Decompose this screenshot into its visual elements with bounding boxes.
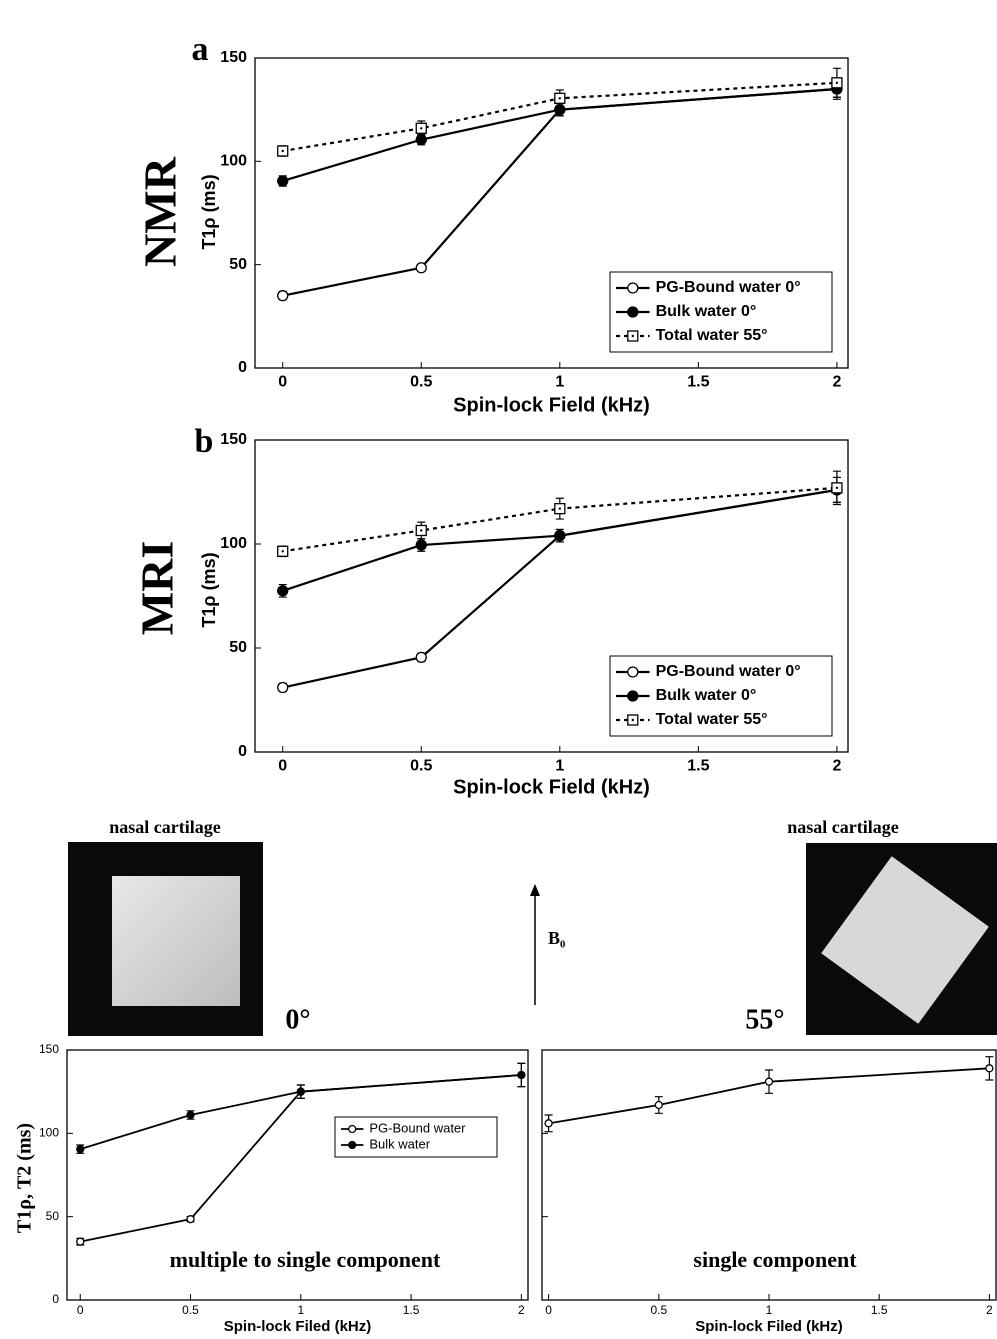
- y-tick-label: 100: [220, 535, 247, 552]
- y-tick-label: 50: [46, 1209, 60, 1223]
- y-tick-label: 0: [238, 743, 247, 760]
- x-axis-label: Spin-lock Filed (kHz): [224, 1318, 372, 1335]
- marker: [416, 540, 426, 550]
- marker-dot: [420, 127, 422, 129]
- marker-dot: [836, 82, 838, 84]
- annotation: single component: [693, 1247, 857, 1272]
- marker: [766, 1078, 773, 1085]
- panel-label: a: [192, 31, 209, 68]
- x-tick-label: 1: [297, 1303, 304, 1317]
- angle-label: 0°: [285, 1004, 310, 1035]
- marker: [278, 176, 288, 186]
- x-tick-label: 1: [555, 758, 564, 775]
- side-label: NMR: [135, 156, 186, 267]
- legend-label: PG-Bound water: [369, 1120, 466, 1135]
- marker: [77, 1146, 84, 1153]
- field-label: B₀: [548, 928, 565, 948]
- marker-dot: [282, 150, 284, 152]
- x-tick-label: 0.5: [650, 1303, 667, 1317]
- marker-dot: [632, 335, 634, 337]
- arrow-head: [530, 884, 540, 896]
- y-tick-label: 150: [220, 49, 247, 66]
- y-tick-label: 100: [220, 153, 247, 170]
- marker: [628, 691, 638, 701]
- marker: [545, 1120, 552, 1127]
- x-axis-label: Spin-lock Filed (kHz): [695, 1318, 843, 1335]
- x-tick-label: 1: [555, 374, 564, 391]
- x-tick-label: 1.5: [687, 374, 709, 391]
- y-tick-label: 100: [39, 1126, 59, 1140]
- marker: [628, 283, 638, 293]
- y-axis-label: T1ρ, T2 (ms): [14, 1123, 36, 1233]
- marker-dot: [559, 97, 561, 99]
- x-tick-label: 0.5: [410, 758, 432, 775]
- y-tick-label: 0: [52, 1292, 59, 1306]
- x-tick-label: 1.5: [687, 758, 709, 775]
- y-tick-label: 50: [229, 256, 247, 273]
- image-caption: nasal cartilage: [787, 817, 898, 837]
- legend-label: PG-Bound water 0°: [656, 279, 801, 296]
- y-axis-label: T1ρ (ms): [199, 174, 219, 249]
- marker-dot: [282, 550, 284, 552]
- series-line: [283, 89, 837, 296]
- marker: [187, 1112, 194, 1119]
- x-tick-label: 2: [832, 374, 841, 391]
- marker: [416, 135, 426, 145]
- legend-label: Bulk water: [369, 1136, 430, 1151]
- marker: [349, 1142, 356, 1149]
- legend-label: PG-Bound water 0°: [656, 663, 801, 680]
- marker-dot: [559, 507, 561, 509]
- x-axis-label: Spin-lock Field (kHz): [453, 394, 650, 416]
- annotation: multiple to single component: [170, 1247, 441, 1272]
- figure: nasal cartilage nasal cartilage 0° 55° B…: [0, 0, 997, 1339]
- marker: [278, 683, 288, 693]
- y-tick-label: 150: [220, 431, 247, 448]
- marker: [77, 1238, 84, 1245]
- x-tick-label: 1.5: [403, 1303, 420, 1317]
- x-tick-label: 1.5: [871, 1303, 888, 1317]
- x-tick-label: 0: [77, 1303, 84, 1317]
- y-tick-label: 0: [238, 359, 247, 376]
- y-axis-label: T1ρ (ms): [199, 552, 219, 627]
- x-tick-label: 2: [518, 1303, 525, 1317]
- x-tick-label: 0: [545, 1303, 552, 1317]
- x-tick-label: 1: [766, 1303, 773, 1317]
- marker: [187, 1216, 194, 1223]
- cartilage-sample: [112, 876, 240, 1006]
- series-line: [80, 1075, 521, 1242]
- marker: [986, 1065, 993, 1072]
- marker: [416, 263, 426, 273]
- marker: [416, 652, 426, 662]
- marker-dot: [836, 487, 838, 489]
- marker: [297, 1088, 304, 1095]
- angle-label: 55°: [745, 1004, 784, 1035]
- marker: [628, 307, 638, 317]
- x-tick-label: 0: [278, 374, 287, 391]
- y-tick-label: 150: [39, 1042, 59, 1056]
- legend-label: Total water 55°: [656, 327, 768, 344]
- marker: [655, 1102, 662, 1109]
- side-label: MRI: [132, 541, 183, 636]
- x-tick-label: 0: [278, 758, 287, 775]
- x-tick-label: 2: [832, 758, 841, 775]
- legend-label: Total water 55°: [656, 711, 768, 728]
- x-axis-label: Spin-lock Field (kHz): [453, 776, 650, 798]
- x-tick-label: 0.5: [182, 1303, 199, 1317]
- x-tick-label: 0.5: [410, 374, 432, 391]
- marker: [518, 1072, 525, 1079]
- marker-dot: [632, 719, 634, 721]
- legend-label: Bulk water 0°: [656, 687, 757, 704]
- marker: [349, 1126, 356, 1133]
- legend-label: Bulk water 0°: [656, 303, 757, 320]
- y-tick-label: 50: [229, 639, 247, 656]
- marker: [555, 531, 565, 541]
- image-caption: nasal cartilage: [109, 817, 220, 837]
- marker: [278, 291, 288, 301]
- x-tick-label: 2: [986, 1303, 993, 1317]
- marker: [278, 586, 288, 596]
- marker: [628, 667, 638, 677]
- panel-label: b: [195, 423, 214, 460]
- marker-dot: [420, 529, 422, 531]
